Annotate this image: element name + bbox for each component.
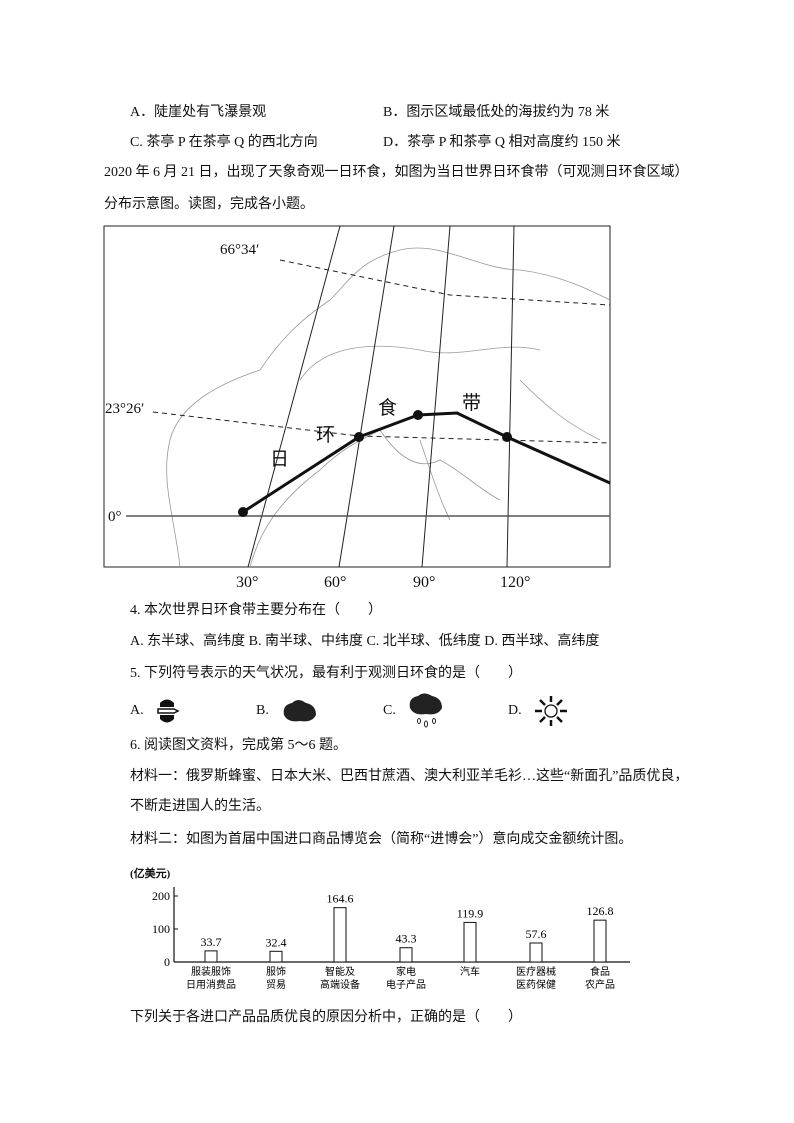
sandstorm-icon: [157, 699, 180, 723]
option-d-prev: D．茶亭 P 和茶亭 Q 相对高度约 150 米: [383, 135, 621, 150]
category-label: 电子产品: [386, 978, 426, 991]
category-label: 服饰: [266, 965, 286, 978]
lon-label: 90°: [413, 574, 436, 591]
bar: [399, 947, 413, 963]
lon-label: 120°: [500, 574, 531, 591]
lat-label-tropic: 23°26′: [105, 401, 145, 417]
category-label: 农产品: [585, 978, 615, 991]
category-label: 日用消费品: [186, 978, 236, 991]
lon-label: 60°: [324, 574, 347, 591]
band-char: 带: [462, 393, 482, 414]
q5-option-d: D.: [508, 703, 522, 718]
eclipse-band-curve: [242, 411, 611, 514]
bar-value-label: 43.3: [396, 932, 417, 946]
material2: 材料二：如图为首届中国进口商品博览会（简称“进博会”）意向成交金额统计图。: [130, 832, 633, 847]
category-label: 贸易: [266, 979, 286, 991]
y-tick-label: 0: [164, 955, 170, 969]
option-c-prev: C. 茶亭 P 在茶亭 Q 的西北方向: [130, 135, 318, 150]
chart-unit-label: (亿美元): [130, 868, 171, 880]
q5-stem: 5. 下列符号表示的天气状况，最有利于观测日环食的是（ ）: [130, 666, 522, 681]
category-label: 家电: [396, 965, 416, 978]
meridians: [247, 225, 515, 568]
final-question: 下列关于各进口产品品质优良的原因分析中，正确的是（ ）: [130, 1010, 522, 1025]
lat-label-equator: 0°: [108, 509, 122, 525]
eclipse-points: [238, 410, 512, 517]
q6-stem: 6. 阅读图文资料，完成第 5～6 题。: [130, 738, 347, 753]
category-label: 食品: [590, 965, 610, 978]
option-a-prev: A．陡崖处有飞瀑景观: [130, 105, 267, 120]
category-label: 智能及: [325, 965, 355, 978]
bar: [204, 950, 218, 963]
bar-value-label: 57.6: [526, 927, 547, 941]
bar-value-label: 164.6: [327, 892, 354, 906]
category-label: 医疗器械: [516, 965, 556, 978]
overcast-icon: [283, 700, 316, 722]
category-label: 高端设备: [320, 978, 360, 991]
sunny-icon: [535, 696, 567, 726]
q4-options: A. 东半球、高纬度 B. 南半球、中纬度 C. 北半球、低纬度 D. 西半球、…: [130, 634, 600, 649]
band-char: 食: [378, 398, 398, 419]
arctic-circle-line: [279, 259, 611, 306]
material1-line1: 材料一：俄罗斯蜂蜜、日本大米、巴西甘蔗酒、澳大利亚羊毛衫…这些“新面孔”品质优良…: [130, 769, 689, 784]
bar-value-label: 126.8: [587, 904, 614, 918]
q5-option-b: B.: [256, 703, 269, 718]
category-label: 汽车: [460, 965, 480, 978]
bar-value-label: 119.9: [457, 906, 484, 920]
band-char: 环: [316, 425, 336, 446]
y-tick-label: 200: [152, 889, 170, 903]
y-tick-label: 100: [152, 922, 170, 936]
band-char: 日: [270, 449, 290, 470]
eclipse-map: [103, 225, 611, 568]
lon-label: 30°: [236, 574, 259, 591]
material1-line2: 不断走进国人的生活。: [130, 799, 270, 814]
intro-line1: 2020 年 6 月 21 日，出现了天象奇观一日环食，如图为当日世界日环食带（…: [104, 165, 689, 180]
bar-value-label: 33.7: [201, 935, 222, 949]
bar: [593, 919, 607, 963]
bar: [333, 907, 347, 963]
map-frame: [103, 225, 611, 568]
option-b-prev: B．图示区域最低处的海拔约为 78 米: [383, 105, 610, 120]
bar: [463, 921, 477, 963]
q5-option-c: C.: [383, 703, 396, 718]
bar-value-label: 32.4: [266, 935, 287, 949]
category-label: 服装服饰: [191, 965, 231, 978]
bar: [269, 950, 283, 963]
intro-line2: 分布示意图。读图，完成各小题。: [104, 197, 314, 212]
q4-stem: 4. 本次世界日环食带主要分布在（ ）: [130, 603, 382, 618]
category-label: 医药保健: [516, 978, 556, 991]
lat-label-arctic: 66°34′: [220, 242, 260, 258]
bar: [529, 942, 543, 963]
rain-icon: [409, 693, 442, 728]
q5-option-a: A.: [130, 703, 144, 718]
